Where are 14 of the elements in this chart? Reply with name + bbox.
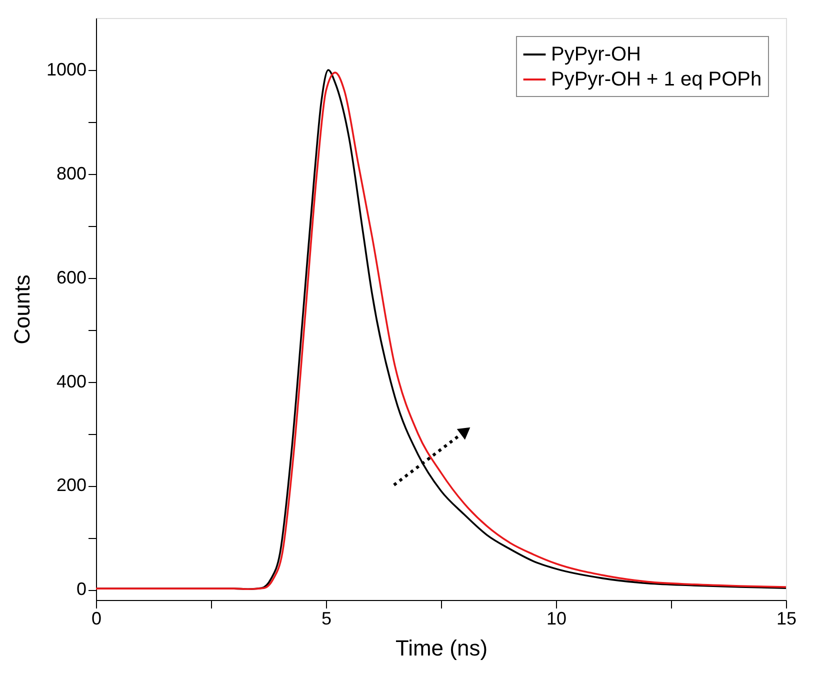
y-axis-title: Counts (9, 274, 34, 344)
y-tick-label: 400 (56, 371, 86, 392)
y-tick-label: 1000 (46, 59, 86, 80)
y-tick-label: 800 (56, 163, 86, 184)
x-axis-title: Time (ns) (395, 636, 488, 660)
x-tick-label: 0 (91, 608, 102, 628)
x-tick-label: 15 (776, 608, 797, 628)
legend-label: PyPyr-OH (551, 44, 641, 66)
legend-label: PyPyr-OH + 1 eq POPh (551, 68, 762, 90)
y-tick-label: 200 (56, 475, 86, 496)
x-tick-label: 5 (321, 608, 332, 628)
y-tick-label: 0 (76, 579, 86, 600)
y-tick-label: 600 (56, 267, 86, 288)
x-tick-label: 10 (546, 608, 567, 628)
